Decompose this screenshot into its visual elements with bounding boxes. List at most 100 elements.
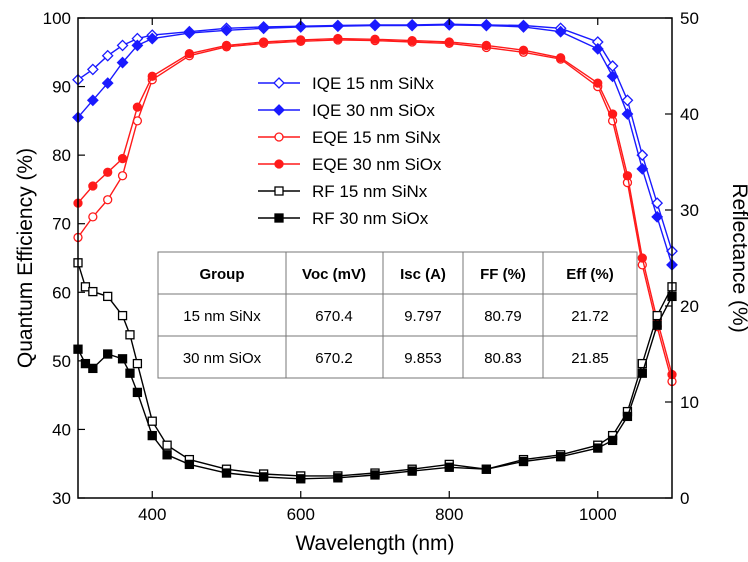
data-point: [132, 387, 143, 398]
y2-tick-label: 40: [680, 105, 699, 124]
data-point: [184, 459, 195, 470]
table-header-cell: Isc (A): [400, 266, 446, 283]
legend-marker: [274, 213, 284, 223]
data-point: [593, 443, 603, 453]
data-point: [86, 63, 99, 76]
data-point: [622, 171, 633, 181]
data-point: [80, 282, 91, 292]
data-point: [333, 473, 343, 483]
data-point: [407, 35, 417, 46]
data-point: [407, 466, 417, 476]
data-point: [88, 286, 98, 297]
data-point: [131, 39, 144, 52]
data-point: [294, 20, 307, 33]
data-point: [125, 368, 135, 378]
legend-marker: [274, 159, 284, 169]
data-point: [103, 195, 113, 205]
data-point: [370, 470, 380, 480]
data-point: [637, 358, 647, 369]
data-point: [80, 358, 91, 369]
legend-label: RF 15 nm SiNx: [312, 182, 428, 201]
legend-label: RF 30 nm SiOx: [312, 209, 429, 228]
table-cell: 9.797: [404, 308, 442, 325]
data-point: [621, 94, 634, 107]
data-point: [162, 440, 172, 450]
table-cell: 21.72: [571, 308, 609, 325]
y-tick-label: 100: [43, 9, 71, 28]
y-axis-title: Quantum Efficiency (%): [14, 148, 37, 368]
data-table: Group Voc (mV) Isc (A) FF (%) Eff (%) 15…: [157, 251, 638, 379]
y-tick-label: 40: [52, 420, 71, 439]
x-axis-title: Wavelength (nm): [295, 532, 454, 555]
table-cell: 15 nm SiNx: [183, 308, 261, 325]
data-point: [606, 70, 619, 83]
data-point: [147, 416, 157, 426]
ticks-layer: 400 600 800 1000304050607080901000102030405…: [43, 9, 699, 524]
plot-frame: [77, 17, 673, 499]
data-point: [480, 19, 493, 32]
data-point: [637, 368, 647, 378]
data-point: [147, 430, 157, 441]
y-tick-label: 70: [52, 215, 71, 234]
x-tick-label: 800: [435, 505, 463, 524]
data-point: [444, 37, 454, 47]
y2-tick-label: 10: [680, 393, 699, 412]
data-point: [117, 310, 128, 321]
data-point: [132, 102, 143, 112]
data-point: [88, 363, 98, 374]
table-cell: 670.4: [315, 308, 353, 325]
data-point: [607, 109, 618, 119]
data-point: [637, 253, 647, 263]
data-point: [333, 33, 343, 44]
data-point: [220, 24, 233, 37]
data-point: [101, 49, 114, 62]
x-tick-label: 400: [138, 505, 166, 524]
data-point: [117, 153, 128, 164]
data-point: [183, 27, 196, 40]
data-point: [622, 411, 633, 422]
x-tick-label: 600: [287, 505, 315, 524]
data-point: [444, 462, 454, 472]
data-point: [518, 45, 529, 55]
data-point: [101, 77, 114, 90]
data-point: [331, 20, 344, 33]
y-tick-label: 80: [52, 146, 71, 165]
table-cell: 670.2: [315, 350, 353, 367]
data-point: [296, 35, 306, 45]
data-point: [258, 37, 269, 47]
series-5: [73, 291, 677, 484]
data-point: [481, 464, 492, 474]
data-point: [555, 53, 566, 63]
table-cell: 9.853: [404, 350, 442, 367]
data-point: [184, 49, 195, 59]
legend-label: IQE 15 nm SiNx: [312, 74, 434, 93]
y2-tick-label: 30: [680, 201, 699, 220]
data-point: [125, 330, 135, 340]
legend-marker: [273, 104, 285, 116]
table-header-cell: Group: [200, 266, 245, 283]
data-point: [116, 39, 129, 52]
legend-label: IQE 30 nm SiOx: [312, 101, 435, 120]
series-layer: [72, 18, 678, 484]
data-point: [117, 171, 128, 181]
legend-label: EQE 30 nm SiOx: [312, 155, 442, 174]
legend: IQE 15 nm SiNx IQE 30 nm SiOx EQE 15 nm Si…: [258, 74, 442, 228]
data-point: [117, 354, 128, 364]
table-frame: [157, 251, 638, 379]
data-point: [146, 32, 159, 45]
data-point: [147, 71, 157, 81]
data-point: [652, 310, 662, 321]
legend-label: EQE 15 nm SiNx: [312, 128, 441, 147]
data-point: [651, 210, 664, 223]
table-header-cell: FF (%): [480, 266, 526, 283]
data-point: [369, 19, 381, 32]
y-tick-label: 50: [52, 352, 71, 371]
data-point: [621, 108, 634, 120]
data-point: [103, 167, 113, 177]
data-point: [555, 452, 566, 462]
series-1: [72, 18, 678, 271]
data-point: [651, 197, 664, 210]
data-point: [88, 181, 98, 191]
data-point: [116, 56, 129, 69]
